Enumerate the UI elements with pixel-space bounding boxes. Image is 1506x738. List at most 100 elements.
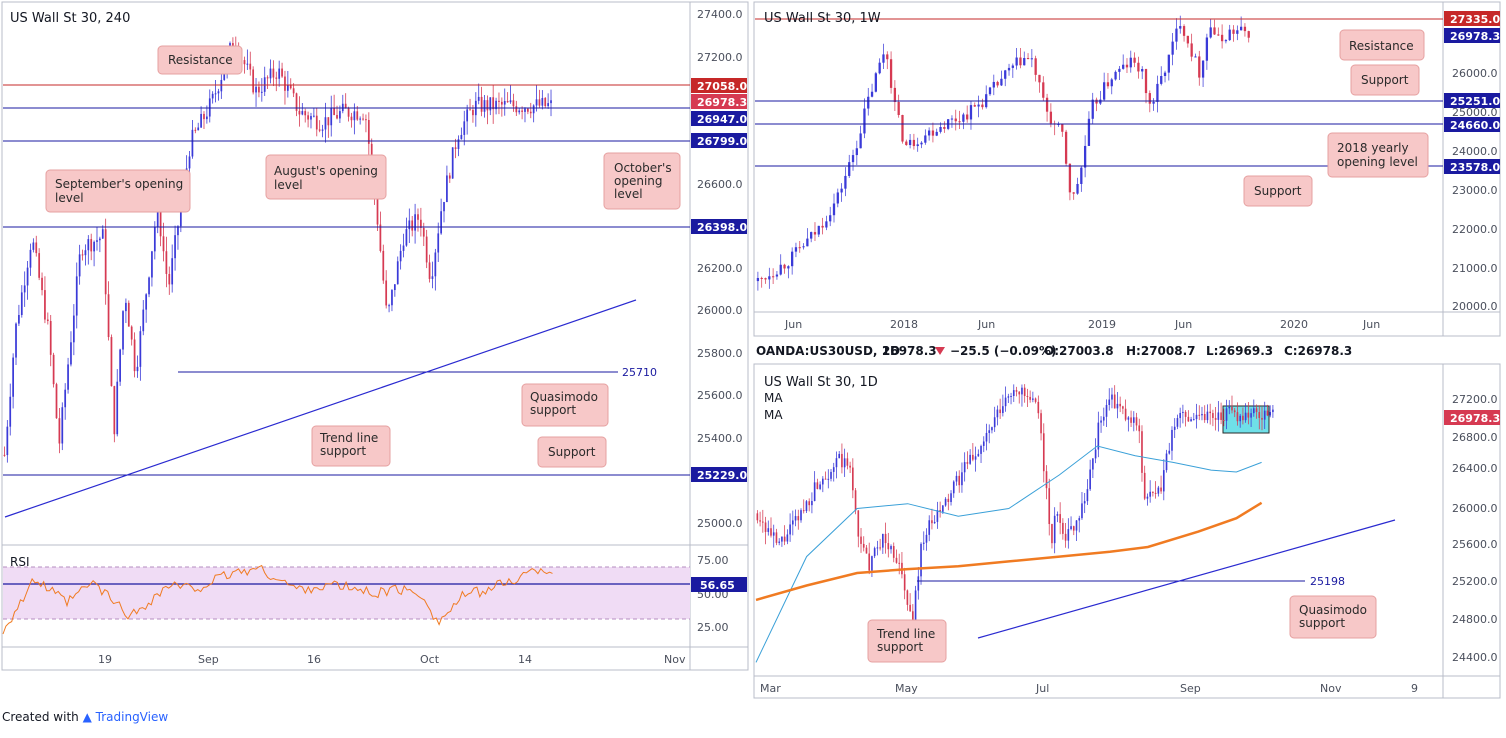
candle-body (35, 242, 38, 254)
candle-body (1252, 408, 1255, 414)
footer-brand[interactable]: TradingView (95, 710, 169, 724)
tradingview-logo-icon[interactable]: ▲ (82, 710, 92, 724)
candle-body (876, 547, 879, 549)
candle-body (1190, 419, 1192, 422)
candle-body (104, 229, 107, 295)
candle-body (506, 101, 509, 103)
candle-body (350, 116, 353, 121)
candle-body (1186, 35, 1190, 44)
candle-body (1110, 79, 1113, 87)
h4-callout-quasimodo (521, 383, 609, 427)
candle-body (486, 100, 489, 111)
candle-body (255, 86, 257, 93)
h4-callout-october (603, 152, 681, 210)
candle-body (944, 498, 947, 506)
candle-body (217, 91, 220, 94)
candle-body (770, 528, 772, 536)
candle-body (991, 427, 993, 431)
candle-body (1023, 387, 1026, 396)
candle-body (1135, 417, 1138, 426)
candle-body (860, 536, 862, 544)
candle-body (1019, 57, 1022, 66)
candle-body (206, 116, 208, 120)
candle-body (1108, 399, 1111, 405)
candle-body (275, 77, 278, 79)
candle-body (284, 76, 286, 91)
candle-body (771, 276, 775, 278)
candle-body (550, 100, 552, 104)
candle-body (1094, 449, 1097, 459)
candle-body (538, 99, 541, 106)
candle-body (1231, 406, 1233, 411)
candle-body (370, 143, 373, 165)
candle-body (805, 501, 808, 512)
daily-callout-quasimodo-text: Quasimodo support (1299, 603, 1367, 630)
weekly-callout-support-text: Support (1361, 73, 1409, 87)
candle-body (489, 97, 492, 111)
candle-body (859, 133, 862, 149)
daily-plot-area (753, 363, 1501, 699)
candle-body (107, 294, 110, 338)
candle-body (148, 277, 150, 295)
candle-body (304, 111, 307, 116)
footer: Created with ▲ TradingView (2, 710, 168, 724)
candle-body (162, 236, 165, 252)
weekly-y-tick: 23000.0 (1452, 184, 1498, 197)
candle-body (1056, 514, 1059, 516)
candle-body (84, 250, 87, 256)
qm-label-daily: 25198 (1310, 575, 1345, 588)
candle-body (339, 111, 341, 119)
candle-body (521, 110, 523, 112)
candle-body (756, 513, 759, 521)
candle-body (781, 536, 783, 542)
candle-body (1157, 487, 1160, 494)
candle-body (99, 238, 101, 241)
daily-title: US Wall St 30, 1D (764, 375, 878, 390)
candle-body (958, 121, 961, 123)
candle-body (1038, 74, 1041, 83)
weekly-callout-resistance-text: Resistance (1349, 39, 1414, 53)
candle-body (1209, 411, 1211, 414)
candle-body (81, 254, 84, 256)
candle-body (762, 521, 764, 523)
candle-body (1182, 411, 1184, 413)
candle-body (1243, 26, 1247, 32)
candle-body (821, 225, 824, 228)
candle-body (1113, 394, 1116, 409)
candle-body (153, 226, 156, 252)
daily-callout-trendline-text: Trend line support (876, 627, 935, 654)
candle-body (492, 97, 495, 110)
candle-body (767, 528, 770, 532)
candle-body (1000, 78, 1003, 86)
candle-body (151, 251, 153, 278)
h4-y-tick: 25400.0 (697, 432, 743, 445)
candle-body (1023, 58, 1026, 66)
candle-body (1175, 28, 1178, 42)
candle-body (819, 484, 821, 489)
candle-body (775, 532, 778, 543)
candle-body (1244, 412, 1247, 421)
candle-body (307, 115, 309, 120)
h4-x-tick: 19 (98, 653, 112, 666)
candle-body (756, 277, 760, 282)
h4-y-tick: 27400.0 (697, 8, 743, 21)
qm-label-h4: 25710 (622, 366, 657, 379)
weekly-tag-current (1444, 28, 1500, 43)
candle-body (1201, 60, 1205, 78)
candle-body (764, 278, 767, 280)
candle-body (480, 96, 483, 112)
candle-body (973, 105, 976, 107)
candle-body (810, 232, 813, 239)
candle-body (806, 238, 809, 247)
candle-body (854, 490, 857, 511)
candle-body (1168, 450, 1171, 454)
candle-body (977, 104, 980, 107)
candle-body (246, 63, 249, 65)
candle-body (353, 111, 356, 121)
candle-body (388, 305, 390, 307)
candle-body (1057, 124, 1060, 126)
candle-body (844, 175, 847, 189)
candle-body (1095, 99, 1098, 104)
candle-body (130, 326, 133, 340)
candle-body (981, 104, 984, 108)
